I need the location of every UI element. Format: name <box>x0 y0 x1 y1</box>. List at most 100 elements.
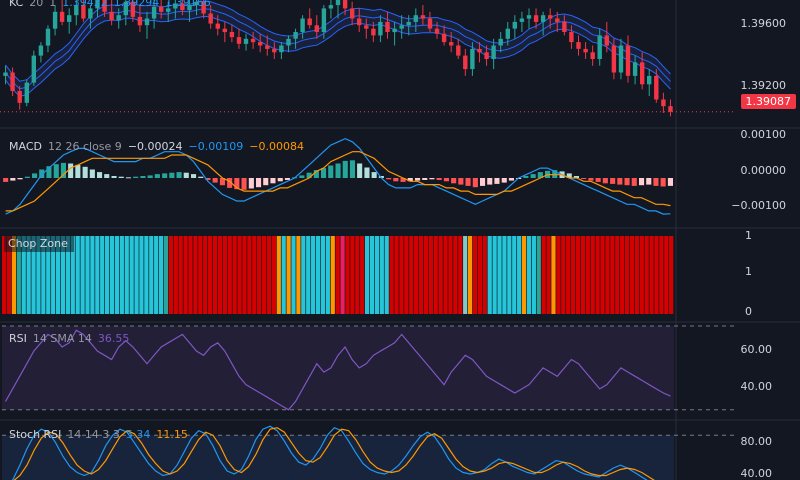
candle-body <box>477 48 482 53</box>
macd-histogram-bar <box>111 176 117 178</box>
chop-zone-bar <box>247 236 252 314</box>
macd-histogram-bar <box>219 178 225 186</box>
kc-param-2: 1 <box>49 0 57 9</box>
chop-zone-bar <box>467 236 473 314</box>
candle-body <box>371 28 376 36</box>
candle-body <box>159 6 164 12</box>
chop-zone-bar <box>315 236 321 314</box>
macd-histogram-bar <box>653 178 659 186</box>
candle-body <box>647 75 652 85</box>
chop-zone-bar <box>360 236 365 314</box>
candle-body <box>272 48 277 53</box>
chop-zone-bar <box>80 236 85 314</box>
candle-body <box>505 28 510 39</box>
macd-histogram-bar <box>118 176 124 178</box>
rsi-line <box>4 329 671 411</box>
chop-zone-bar <box>644 236 649 314</box>
candle-body <box>357 18 362 26</box>
chop-zone-bar <box>31 236 36 314</box>
macd-histogram-bar <box>451 178 457 184</box>
macd-histogram-bar <box>241 178 247 190</box>
rsi-tick-2: 40.00 <box>740 380 773 393</box>
chop-zone-bar <box>580 236 586 314</box>
candle-body <box>208 13 213 24</box>
candle-body <box>307 18 312 26</box>
macd-histogram-bar <box>472 178 478 188</box>
chop-zone-bar <box>46 236 51 314</box>
chop-zone-bar <box>252 236 257 314</box>
candle-body <box>328 5 334 9</box>
chop-zone-bar <box>139 236 144 314</box>
macd-name: MACD <box>9 140 42 153</box>
chop-zone-bar <box>222 236 227 314</box>
chop-zone-bar <box>21 236 26 314</box>
candle-body <box>342 0 348 9</box>
candle-body <box>350 8 355 19</box>
candle-body <box>484 52 489 59</box>
macd-histogram-bar <box>552 170 558 178</box>
chop-name: Chop Zone <box>8 237 68 250</box>
chop-zone-bar <box>198 236 203 314</box>
candle-body <box>81 5 86 19</box>
macd-histogram-bar <box>595 178 601 182</box>
candle-body <box>59 11 65 22</box>
kc-value-lower: 1.39166 <box>165 0 211 9</box>
candle-body <box>45 28 51 46</box>
candle-body <box>187 5 192 11</box>
macd-histogram-bar <box>415 178 421 181</box>
chop-zone-bar <box>521 236 527 314</box>
chop-zone-bar <box>134 236 139 314</box>
chop-zone-bar <box>605 236 610 314</box>
macd-histogram-bar <box>162 173 168 178</box>
chop-zone-bar <box>281 236 286 314</box>
chop-zone-bar <box>100 236 105 314</box>
chop-zone-bar <box>443 236 448 314</box>
kc-name: KC <box>9 0 24 9</box>
candle-body <box>229 32 235 38</box>
chop-zone-bar <box>389 236 394 314</box>
chop-zone-bar <box>350 236 355 314</box>
macd-histogram-bar <box>602 178 608 184</box>
macd-histogram-bar <box>89 169 95 178</box>
macd-histogram-bar <box>465 178 471 186</box>
candle-body <box>144 18 150 26</box>
candle-body <box>661 99 666 107</box>
chop-zone-bar <box>95 236 100 314</box>
macd-histogram-bar <box>487 178 493 185</box>
chop-zone-bar <box>124 236 129 314</box>
macd-histogram-bar <box>371 172 377 178</box>
chop-zone-bar <box>492 236 497 314</box>
macd-histogram-bar <box>256 178 262 188</box>
chop-zone-bar <box>369 236 375 314</box>
macd-histogram-bar <box>39 169 45 178</box>
macd-histogram-bar <box>191 174 197 178</box>
candle-body <box>512 21 517 29</box>
macd-histogram-bar <box>24 176 30 178</box>
candle-body <box>38 45 44 56</box>
candle-body <box>95 0 100 9</box>
candle-body <box>201 1 206 14</box>
chop-tick-2: 1 <box>745 265 752 278</box>
chop-zone-bar <box>669 236 674 314</box>
macd-histogram-bar <box>588 178 594 181</box>
candle-body <box>590 52 595 59</box>
chop-zone-bar <box>497 236 502 314</box>
chop-tick-1: 1 <box>745 229 752 242</box>
chop-zone-bar <box>2 236 7 314</box>
chop-zone-bar <box>178 236 183 314</box>
chop-zone-bar <box>536 236 541 314</box>
chop-zone-bar <box>16 236 21 314</box>
macd-histogram-bar <box>46 166 52 178</box>
chop-zone-bar <box>41 236 46 314</box>
candle-body <box>335 0 341 6</box>
candle-body <box>17 91 22 103</box>
chop-zone-bar <box>600 236 605 314</box>
chop-zone-bar <box>624 236 630 314</box>
chop-zone-bar <box>433 236 438 314</box>
chop-zone-bar <box>65 236 70 314</box>
macd-histogram-bar <box>248 178 254 189</box>
chop-zone-bar <box>237 236 242 314</box>
macd-histogram-bar <box>140 176 146 178</box>
candle-body <box>406 21 411 26</box>
